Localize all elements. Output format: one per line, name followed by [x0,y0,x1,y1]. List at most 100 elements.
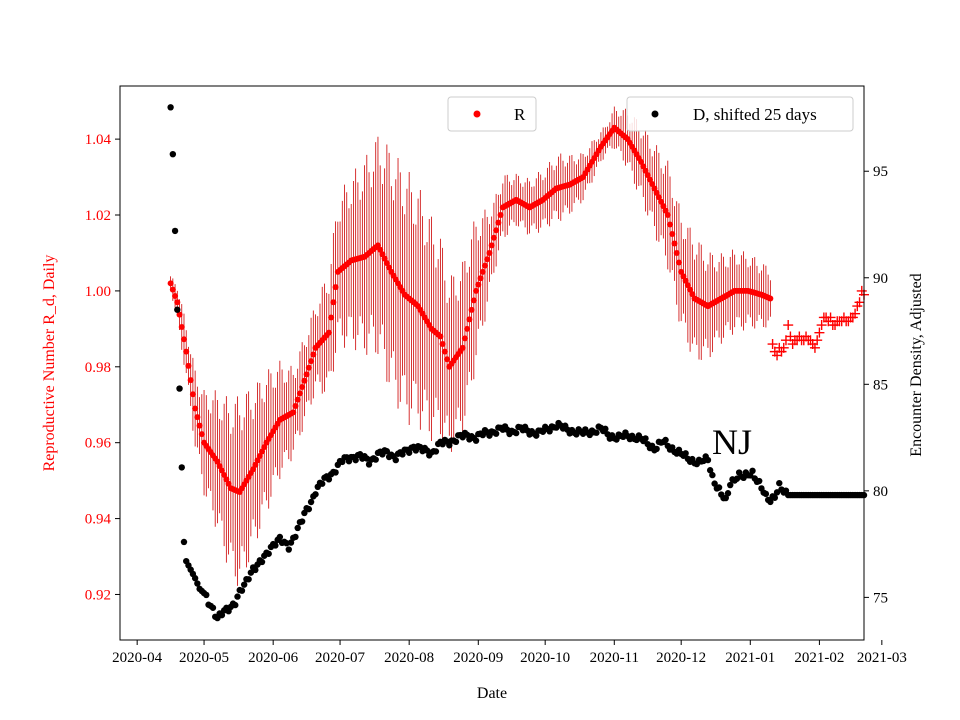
d-point [301,509,308,517]
d-point [771,494,779,501]
r-point [479,268,486,275]
r-point [214,458,221,465]
d-point [383,448,391,455]
d-point [711,480,718,487]
x-tick-label: 2020-05 [179,650,229,666]
d-point [294,524,301,532]
r-point [299,384,306,391]
r-point [187,377,194,384]
d-point [203,591,210,599]
r-point [183,348,190,355]
r-forecast-marker [767,339,778,350]
r-point [767,295,774,302]
r-point [680,273,687,280]
r-point [216,463,223,470]
r-point [490,234,497,241]
x-tick-label: 2021-03 [857,650,907,666]
d-point [492,430,500,437]
y-left-tick-label: 1.00 [85,284,111,300]
r-point [466,316,473,323]
d-point [372,456,379,463]
r-point [470,297,477,304]
r-point [176,311,183,318]
r-point [301,377,308,384]
d-point [653,445,660,453]
d-point [512,429,520,437]
r-point [383,260,390,267]
plot-frame [119,85,865,641]
r-point [185,362,192,369]
d-point [776,479,783,487]
d-point [167,104,174,111]
r-point [259,448,266,455]
r-point [437,333,444,340]
r-point [328,314,335,321]
d-point [756,477,763,485]
r-point [192,405,199,412]
r-point [386,264,393,271]
d-point [298,518,306,525]
r-point [218,467,225,474]
d-point [706,467,714,474]
r-point [254,457,261,464]
r-point [689,291,696,298]
d-point [642,435,649,442]
d-point [452,438,460,446]
d-point [352,456,359,464]
r-point [662,207,669,214]
r-point [292,403,299,410]
d-point [178,464,185,471]
d-point [662,436,669,444]
r-point [250,466,257,473]
r-point [682,277,689,284]
r-point [655,194,662,201]
d-point [232,601,239,609]
legend-r: R [447,96,537,132]
r-forecast-marker [783,320,794,331]
r-point [473,287,480,294]
r-point [678,268,685,275]
y-right-axis-title: Encounter Density, Adjusted [908,273,925,456]
r-forecast-marker [812,335,823,346]
r-point [439,341,446,348]
d-point [191,575,199,582]
r-point [488,242,495,249]
d-point [209,604,217,611]
r-point [178,323,185,330]
d-point [176,385,183,392]
y-right-tick-label: 85 [873,377,888,393]
d-point [533,432,540,439]
r-forecast-marker [854,297,865,308]
d-point [265,550,272,557]
d-point [292,533,299,541]
x-tick-label: 2020-09 [453,650,503,666]
d-point [319,480,326,487]
r-point [167,280,174,287]
d-point [171,227,179,235]
y-right-tick-label: 75 [873,590,888,606]
d-point [724,490,732,497]
r-point [493,227,500,234]
r-point [180,336,187,343]
y-left-tick-label: 0.98 [85,360,111,376]
r-point [308,358,315,365]
y-left-tick-label: 1.04 [85,132,112,148]
r-point [374,242,381,249]
r-forecast-marker [778,342,789,353]
r-point [332,284,339,291]
d-point [727,481,734,489]
r-point [174,299,181,306]
d-point [405,449,413,456]
d-point [704,456,712,464]
r-point [172,292,179,299]
d-point [312,491,319,498]
d-point [767,498,774,506]
r-point [459,344,466,351]
state-annotation: NJ [712,422,752,462]
d-point [682,450,689,457]
d-point [180,538,188,546]
r-point [651,185,658,192]
r-point [495,219,502,226]
d-point [258,558,266,566]
r-point [441,348,448,355]
